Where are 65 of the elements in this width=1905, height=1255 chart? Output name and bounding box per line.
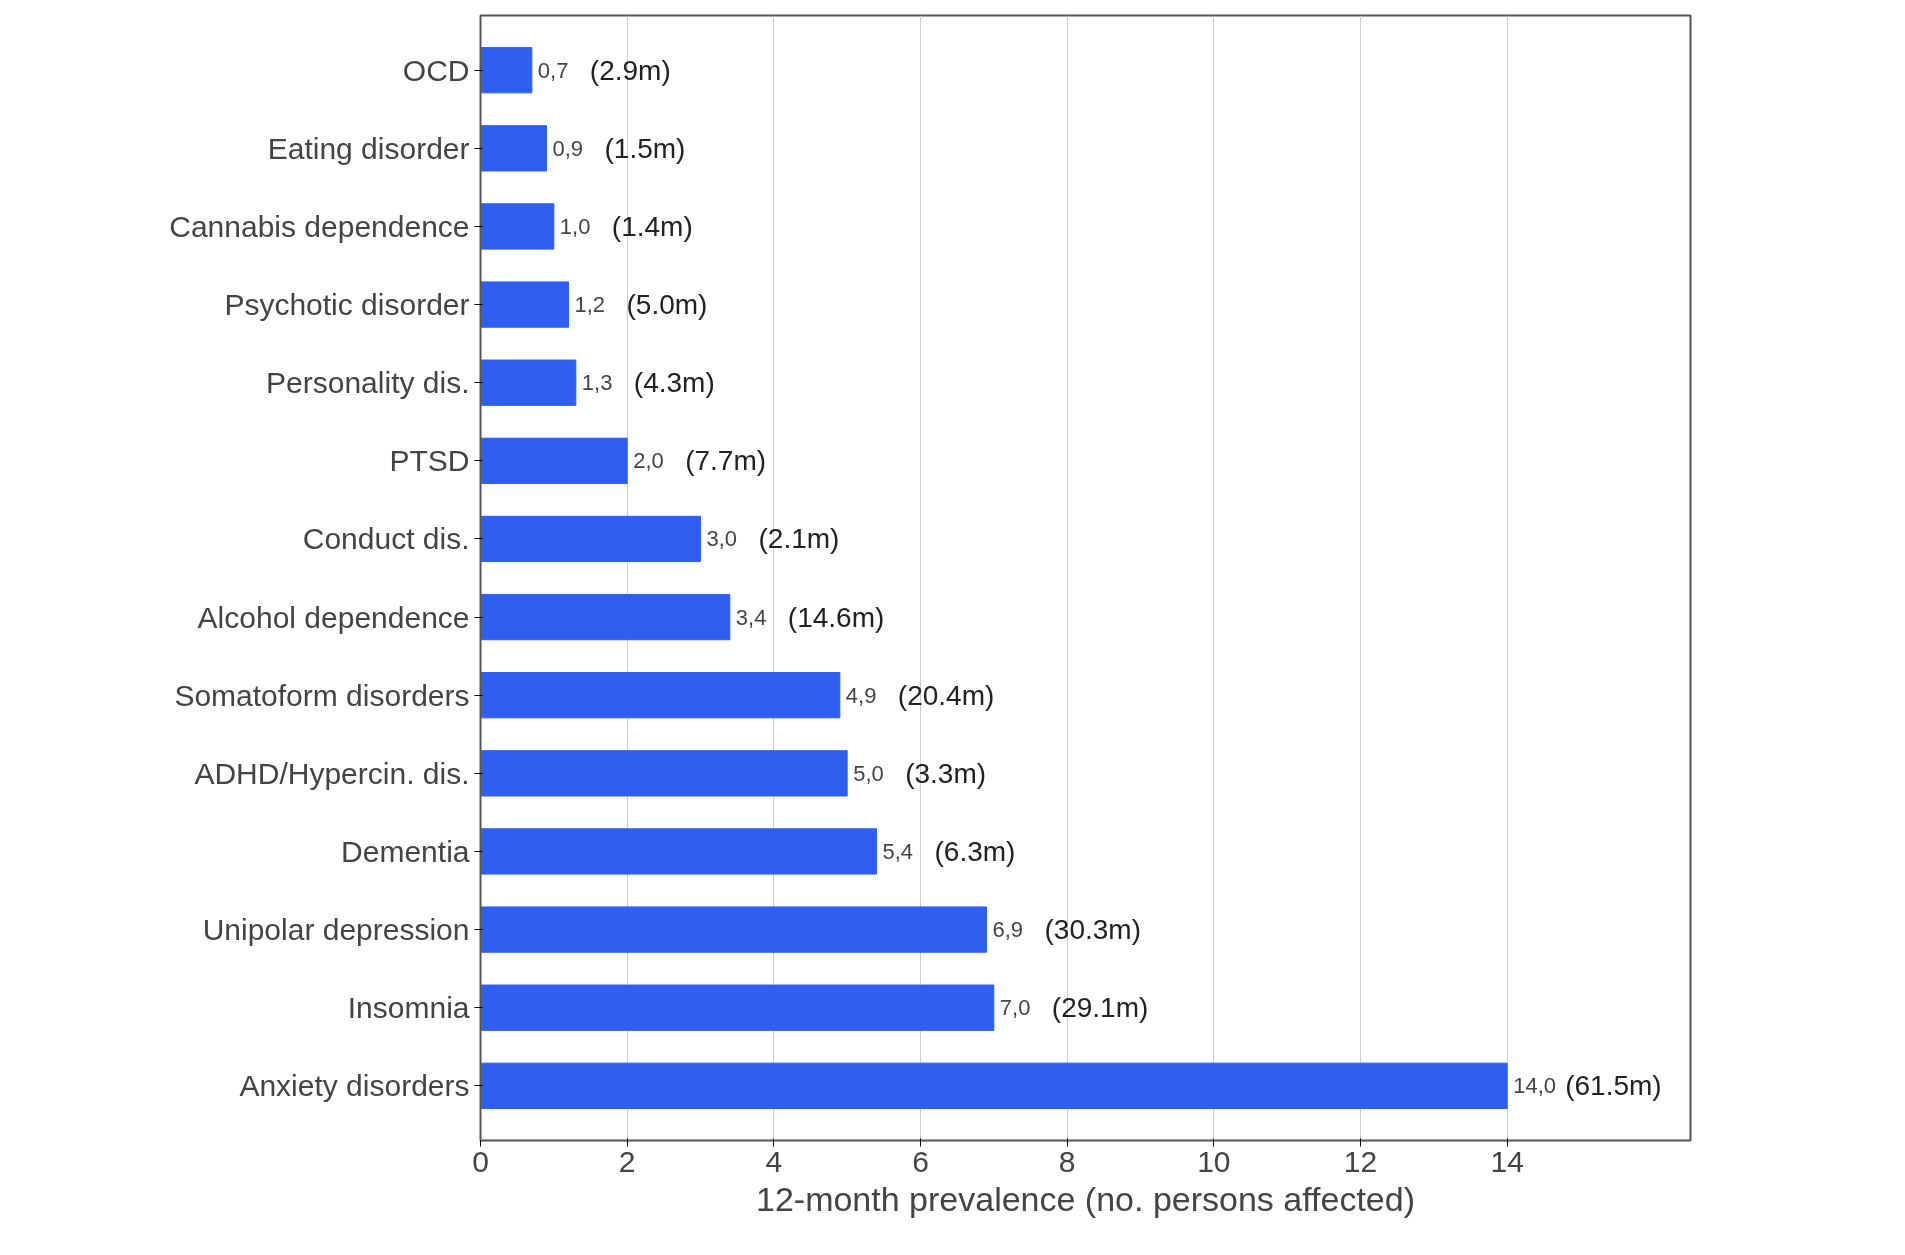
x-tick-label: 0 bbox=[472, 1144, 489, 1178]
data-label: 3,0 bbox=[706, 526, 738, 552]
bar bbox=[480, 906, 987, 953]
bar bbox=[480, 593, 731, 641]
y-tick-label: Personality dis. bbox=[266, 366, 470, 400]
y-tick-label: Alcohol dependence bbox=[197, 600, 470, 634]
y-tick-label: OCD bbox=[402, 53, 470, 87]
annotation: (5.0m) bbox=[626, 289, 708, 321]
annotation: (29.1m) bbox=[1051, 992, 1149, 1024]
x-tick-label: 8 bbox=[1058, 1144, 1076, 1178]
y-tick-label: Insomnia bbox=[347, 991, 470, 1025]
bar bbox=[480, 281, 569, 328]
y-tick-label: Eating disorder bbox=[267, 131, 470, 165]
y-tick-label: Unipolar depression bbox=[202, 913, 470, 947]
x-tick-label: 10 bbox=[1197, 1144, 1231, 1178]
x-tick-label: 2 bbox=[618, 1144, 636, 1178]
data-label: 1,3 bbox=[581, 370, 613, 396]
annotation: (2.1m) bbox=[758, 523, 840, 555]
annotation: (1.4m) bbox=[611, 210, 693, 242]
y-tick-label: Dementia bbox=[341, 834, 470, 868]
y-tick-label: Cannabis dependence bbox=[169, 209, 470, 243]
bar bbox=[480, 672, 841, 719]
data-label: 2,0 bbox=[633, 448, 664, 474]
data-label: 3,4 bbox=[735, 604, 767, 630]
data-label: 0,9 bbox=[552, 135, 584, 161]
y-tick-label: Anxiety disorders bbox=[239, 1069, 470, 1103]
bar bbox=[480, 515, 701, 563]
x-tick-label: 4 bbox=[765, 1144, 783, 1178]
annotation: (1.5m) bbox=[604, 132, 686, 164]
y-tick-label: Psychotic disorder bbox=[224, 288, 470, 322]
x-tick-label: 6 bbox=[912, 1144, 929, 1178]
bar bbox=[480, 47, 533, 94]
annotation: (7.7m) bbox=[685, 445, 767, 477]
y-tick-label: ADHD/Hypercin. dis. bbox=[194, 756, 470, 790]
data-label: 1,2 bbox=[574, 292, 606, 318]
x-axis-title: 12-month prevalence (no. persons affected) bbox=[756, 1179, 1415, 1218]
bar bbox=[480, 750, 848, 797]
annotation: (61.5m) bbox=[1565, 1070, 1662, 1102]
data-label: 1,0 bbox=[559, 213, 591, 239]
data-label: 0,7 bbox=[537, 57, 569, 83]
y-tick-label: Conduct dis. bbox=[302, 522, 470, 556]
bar bbox=[480, 203, 555, 250]
bar bbox=[480, 437, 628, 484]
bar bbox=[480, 1062, 1508, 1109]
bar bbox=[480, 125, 547, 172]
x-tick-label: 12 bbox=[1343, 1144, 1378, 1178]
data-label: 4,9 bbox=[845, 682, 877, 708]
bar bbox=[480, 984, 995, 1031]
annotation: (30.3m) bbox=[1044, 914, 1141, 946]
annotation: (3.3m) bbox=[905, 757, 987, 789]
annotation: (2.9m) bbox=[589, 54, 671, 86]
y-tick-label: Somatoform disorders bbox=[174, 678, 470, 712]
annotation: (6.3m) bbox=[934, 835, 1016, 867]
data-label: 5,4 bbox=[882, 838, 914, 864]
annotation: (20.4m) bbox=[897, 679, 995, 711]
data-label: 6,9 bbox=[992, 917, 1024, 943]
data-label: 5,0 bbox=[853, 760, 884, 786]
bar bbox=[480, 828, 877, 875]
data-label: 7,0 bbox=[999, 995, 1031, 1021]
annotation: (14.6m) bbox=[787, 601, 885, 633]
data-label: 14,0 bbox=[1513, 1073, 1556, 1099]
y-tick-label: PTSD bbox=[389, 444, 470, 478]
annotation: (4.3m) bbox=[633, 367, 715, 399]
x-tick-label: 14 bbox=[1490, 1144, 1524, 1178]
bar bbox=[480, 359, 577, 406]
